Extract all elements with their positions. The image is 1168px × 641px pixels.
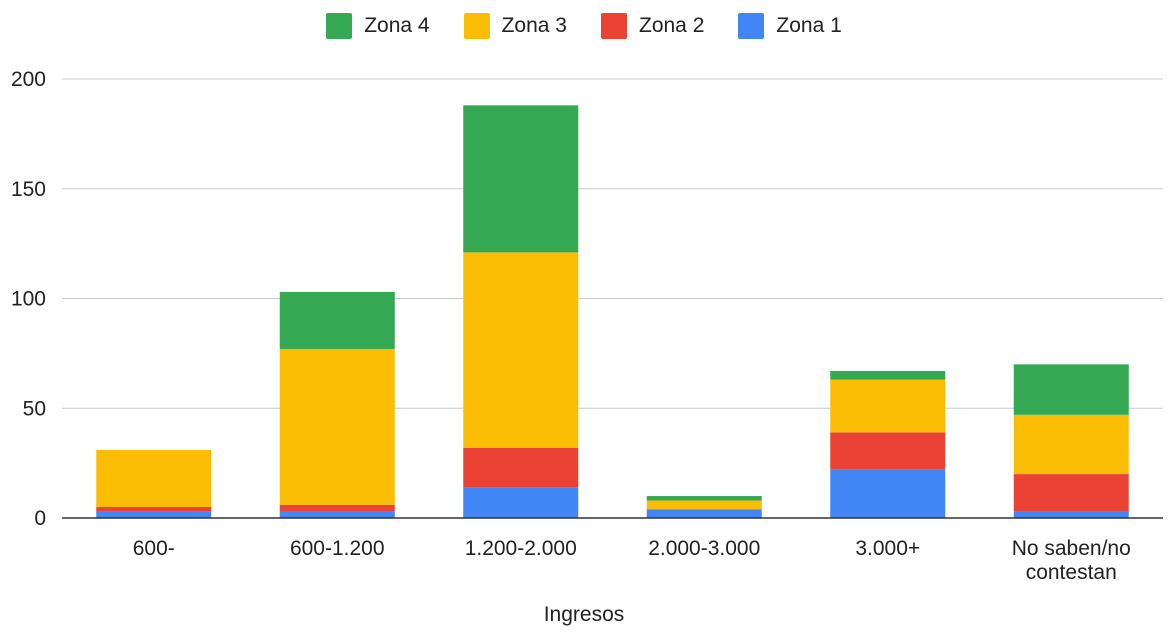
legend-swatch-zona-1: [738, 13, 765, 39]
bar-segment-zona-4-5: [1013, 364, 1129, 415]
bar-segment-zona-2-5: [1013, 474, 1129, 512]
y-tick-label: 200: [11, 68, 46, 91]
legend-swatch-zona-4: [326, 13, 353, 39]
legend: Zona 4 Zona 3 Zona 2 Zona 1: [0, 13, 1168, 39]
x-tick-label: 3.000+: [855, 537, 920, 560]
bar-segment-zona-1-1: [279, 511, 395, 518]
y-tick-label: 0: [34, 507, 46, 530]
bar-segment-zona-3-2: [463, 252, 579, 448]
legend-label-zona-4: Zona 4: [364, 14, 430, 37]
bar-segment-zona-2-4: [830, 432, 946, 470]
legend-item-zona-2[interactable]: Zona 2: [601, 13, 704, 39]
legend-item-zona-3[interactable]: Zona 3: [463, 13, 567, 39]
x-tick-label: 600-1.200: [290, 537, 385, 560]
x-axis-title: Ingresos: [543, 603, 625, 626]
legend-label-zona-3: Zona 3: [501, 14, 567, 37]
bar-segment-zona-1-0: [96, 511, 212, 518]
bar-segment-zona-1-3: [646, 509, 762, 518]
bar-segment-zona-3-3: [646, 500, 762, 510]
bar-segment-zona-2-1: [279, 504, 395, 512]
bar-segment-zona-2-0: [96, 507, 212, 512]
legend-swatch-zona-3: [463, 13, 490, 39]
bar-segment-zona-3-0: [96, 449, 212, 508]
bar-segment-zona-1-5: [1013, 511, 1129, 518]
x-tick-label: No saben/no: [1012, 537, 1131, 560]
legend-item-zona-1[interactable]: Zona 1: [738, 13, 842, 39]
legend-swatch-zona-2: [601, 13, 627, 39]
bar-segment-zona-1-2: [463, 487, 579, 518]
legend-item-zona-4[interactable]: Zona 4: [326, 13, 430, 39]
bar-segment-zona-3-5: [1013, 414, 1129, 475]
y-tick-label: 50: [23, 397, 46, 420]
bar-segment-zona-4-1: [279, 291, 395, 349]
bar-segment-zona-1-4: [830, 469, 946, 518]
x-tick-label: contestan: [1026, 561, 1117, 584]
bar-segment-zona-4-4: [830, 370, 946, 380]
y-tick-label: 100: [11, 288, 46, 311]
y-tick-label: 150: [11, 178, 46, 201]
bar-segment-zona-4-3: [646, 496, 762, 501]
bar-segment-zona-4-2: [463, 105, 579, 253]
bar-segment-zona-2-2: [463, 447, 579, 488]
x-tick-label: 2.000-3.000: [648, 537, 760, 560]
legend-label-zona-1: Zona 1: [776, 14, 842, 37]
bar-segment-zona-3-1: [279, 348, 395, 505]
legend-label-zona-2: Zona 2: [639, 14, 705, 37]
x-tick-label: 600-: [133, 537, 175, 560]
bar-segment-zona-3-4: [830, 379, 946, 433]
x-tick-label: 1.200-2.000: [465, 537, 577, 560]
